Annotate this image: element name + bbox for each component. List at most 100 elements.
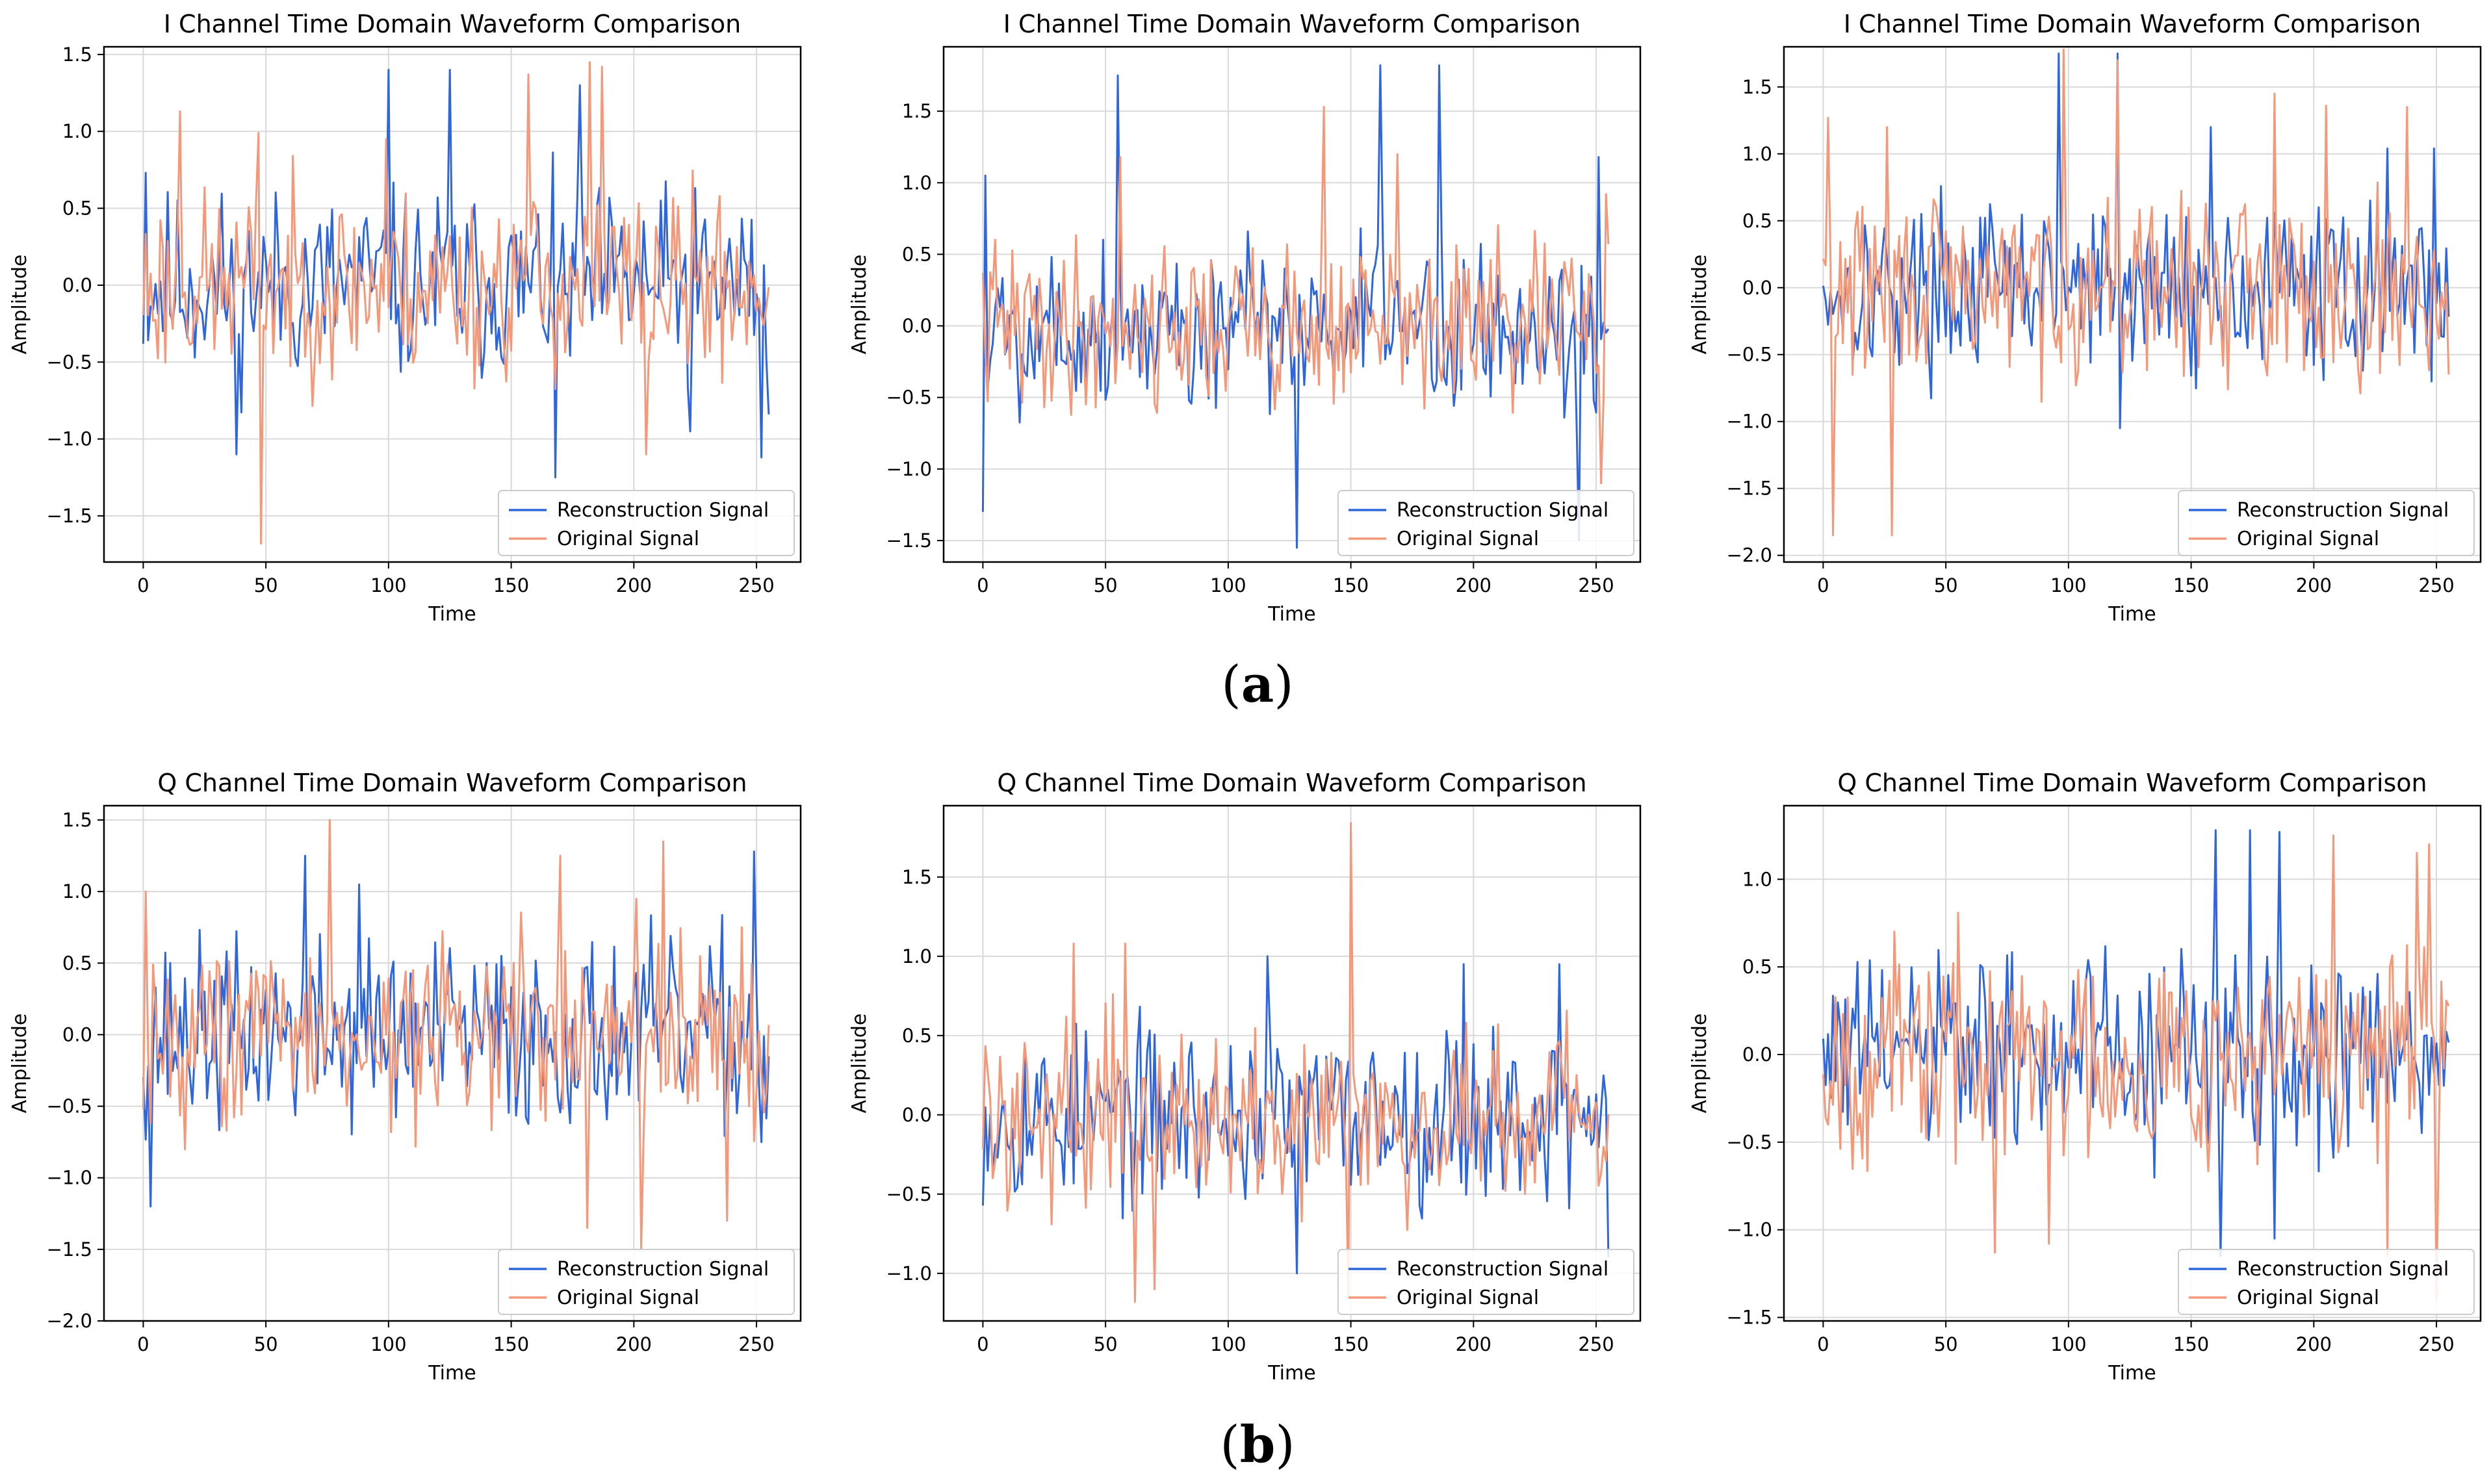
subplot-a-2: 0 50 100 150 200 250 −1.5 −1.0 −0.5 0.0 0.5 1.0 1.5 I… [848,10,1642,626]
original-signal-line [1822,48,2450,537]
x-tick-label: 200 [2296,1333,2332,1355]
plot-frame [103,804,802,1322]
y-tick-label: −1.5 [1727,478,1772,500]
y-tick-label: 0.0 [1742,1043,1772,1066]
chart-title: Q Channel Time Domain Waveform Compariso… [997,769,1586,797]
x-tick-label: 150 [2173,1333,2209,1355]
x-tick-label: 250 [2418,574,2454,596]
x-tick-label: 250 [738,1333,774,1355]
x-tick-label: 200 [616,1333,652,1355]
legend-box [1337,490,1634,556]
subplot-grid: 0 50 100 150 200 250 −1.5 −1.0 −0.5 0.0 0.5 1.0 1.5 I… [8,10,2482,1385]
original-signal-line [1822,834,2450,1301]
x-tick-label: 100 [370,1333,406,1355]
x-tick-label: 0 [977,574,988,596]
y-tick-label: −1.0 [1727,1219,1772,1241]
legend-label-reconstruction: Reconstruction Signal [2237,499,2449,522]
y-axis-label: Amplitude [848,255,871,355]
x-axis-label: Time [2108,1362,2156,1385]
y-tick-label: −0.5 [886,1183,932,1205]
legend-box [498,1249,795,1315]
legend-label-original: Original Signal [1397,1286,1539,1309]
y-tick-label: −1.0 [47,428,92,450]
x-tick-label: 200 [1456,1333,1491,1355]
x-tick-label: 100 [2050,1333,2086,1355]
legend: Reconstruction Signal Original Signal [498,1249,795,1315]
y-axis-label: Amplitude [1688,255,1711,355]
x-tick-label: 200 [2296,574,2332,596]
plot-frame [942,804,1642,1322]
legend-label-original: Original Signal [1397,528,1539,550]
y-tick-label: 1.0 [62,880,92,902]
chart-title: I Channel Time Domain Waveform Compariso… [1844,10,2421,38]
legend: Reconstruction Signal Original Signal [2178,1249,2475,1315]
y-axis-label: Amplitude [1688,1014,1711,1114]
y-tick-label: −0.5 [886,387,932,409]
x-tick-label: 50 [1094,574,1118,596]
y-tick-label: 1.5 [1742,76,1772,98]
x-tick-label: 200 [1456,574,1491,596]
y-tick-label: −2.0 [47,1310,92,1332]
x-tick-label: 50 [254,574,278,596]
panel-label-a: (a) [1221,655,1293,714]
legend-box [2178,1249,2475,1315]
legend-label-reconstruction: Reconstruction Signal [557,499,769,522]
y-tick-label: 1.5 [62,809,92,831]
original-signal-line [142,61,770,545]
y-tick-label: 1.0 [902,172,932,194]
x-tick-label: 50 [254,1333,278,1355]
legend-label-original: Original Signal [557,1286,699,1309]
legend-box [498,490,795,556]
legend-label-reconstruction: Reconstruction Signal [1397,499,1608,522]
y-tick-label: 1.0 [1742,143,1772,165]
x-tick-label: 0 [977,1333,988,1355]
y-tick-label: −0.5 [47,1095,92,1118]
x-tick-label: 250 [1578,574,1614,596]
x-tick-label: 0 [137,1333,149,1355]
y-tick-label: 0.0 [62,1023,92,1045]
legend-box [2178,490,2475,556]
x-tick-label: 250 [2418,1333,2454,1355]
plot-frame [1783,45,2482,563]
chart-title: I Channel Time Domain Waveform Compariso… [164,10,741,38]
y-tick-label: −1.0 [47,1167,92,1189]
y-tick-label: −1.5 [886,530,932,552]
x-axis-label: Time [428,603,476,626]
y-tick-label: −0.5 [47,351,92,373]
y-tick-label: −0.5 [1727,344,1772,366]
y-tick-label: −1.5 [47,1238,92,1260]
y-tick-label: 1.0 [62,120,92,142]
y-tick-label: 0.5 [62,952,92,974]
x-tick-label: 50 [1934,1333,1958,1355]
panel-label-b: (b) [1220,1415,1295,1474]
y-tick-label: 0.5 [1742,210,1772,232]
y-tick-label: −1.0 [1727,411,1772,433]
legend-label-reconstruction: Reconstruction Signal [557,1258,769,1281]
x-axis-label: Time [2108,603,2156,626]
x-tick-label: 0 [137,574,149,596]
y-tick-label: 0.0 [1742,277,1772,299]
y-tick-label: 1.0 [1742,868,1772,890]
y-tick-label: 0.0 [902,315,932,337]
subplot-b-2: 0 50 100 150 200 250 −1.0 −0.5 0.0 0.5 1.0 1.5 Q Cha… [848,769,1642,1385]
y-tick-label: 1.5 [902,866,932,888]
legend-label-original: Original Signal [2237,1286,2379,1309]
y-tick-label: −2.0 [1727,544,1772,567]
x-tick-label: 150 [2173,574,2209,596]
chart-title: Q Channel Time Domain Waveform Compariso… [157,769,747,797]
y-axis-label: Amplitude [8,255,31,355]
plot-frame [942,45,1642,563]
x-tick-label: 50 [1934,574,1958,596]
x-tick-label: 250 [738,574,774,596]
legend: Reconstruction Signal Original Signal [498,490,795,556]
y-tick-label: 0.0 [902,1104,932,1126]
y-tick-label: −1.0 [886,458,932,480]
plot-frame [103,45,802,563]
legend: Reconstruction Signal Original Signal [1337,1249,1634,1315]
x-tick-label: 150 [493,574,529,596]
y-tick-label: −1.0 [886,1262,932,1285]
x-axis-label: Time [1267,603,1315,626]
x-tick-label: 100 [1210,574,1246,596]
x-tick-label: 0 [1817,574,1829,596]
